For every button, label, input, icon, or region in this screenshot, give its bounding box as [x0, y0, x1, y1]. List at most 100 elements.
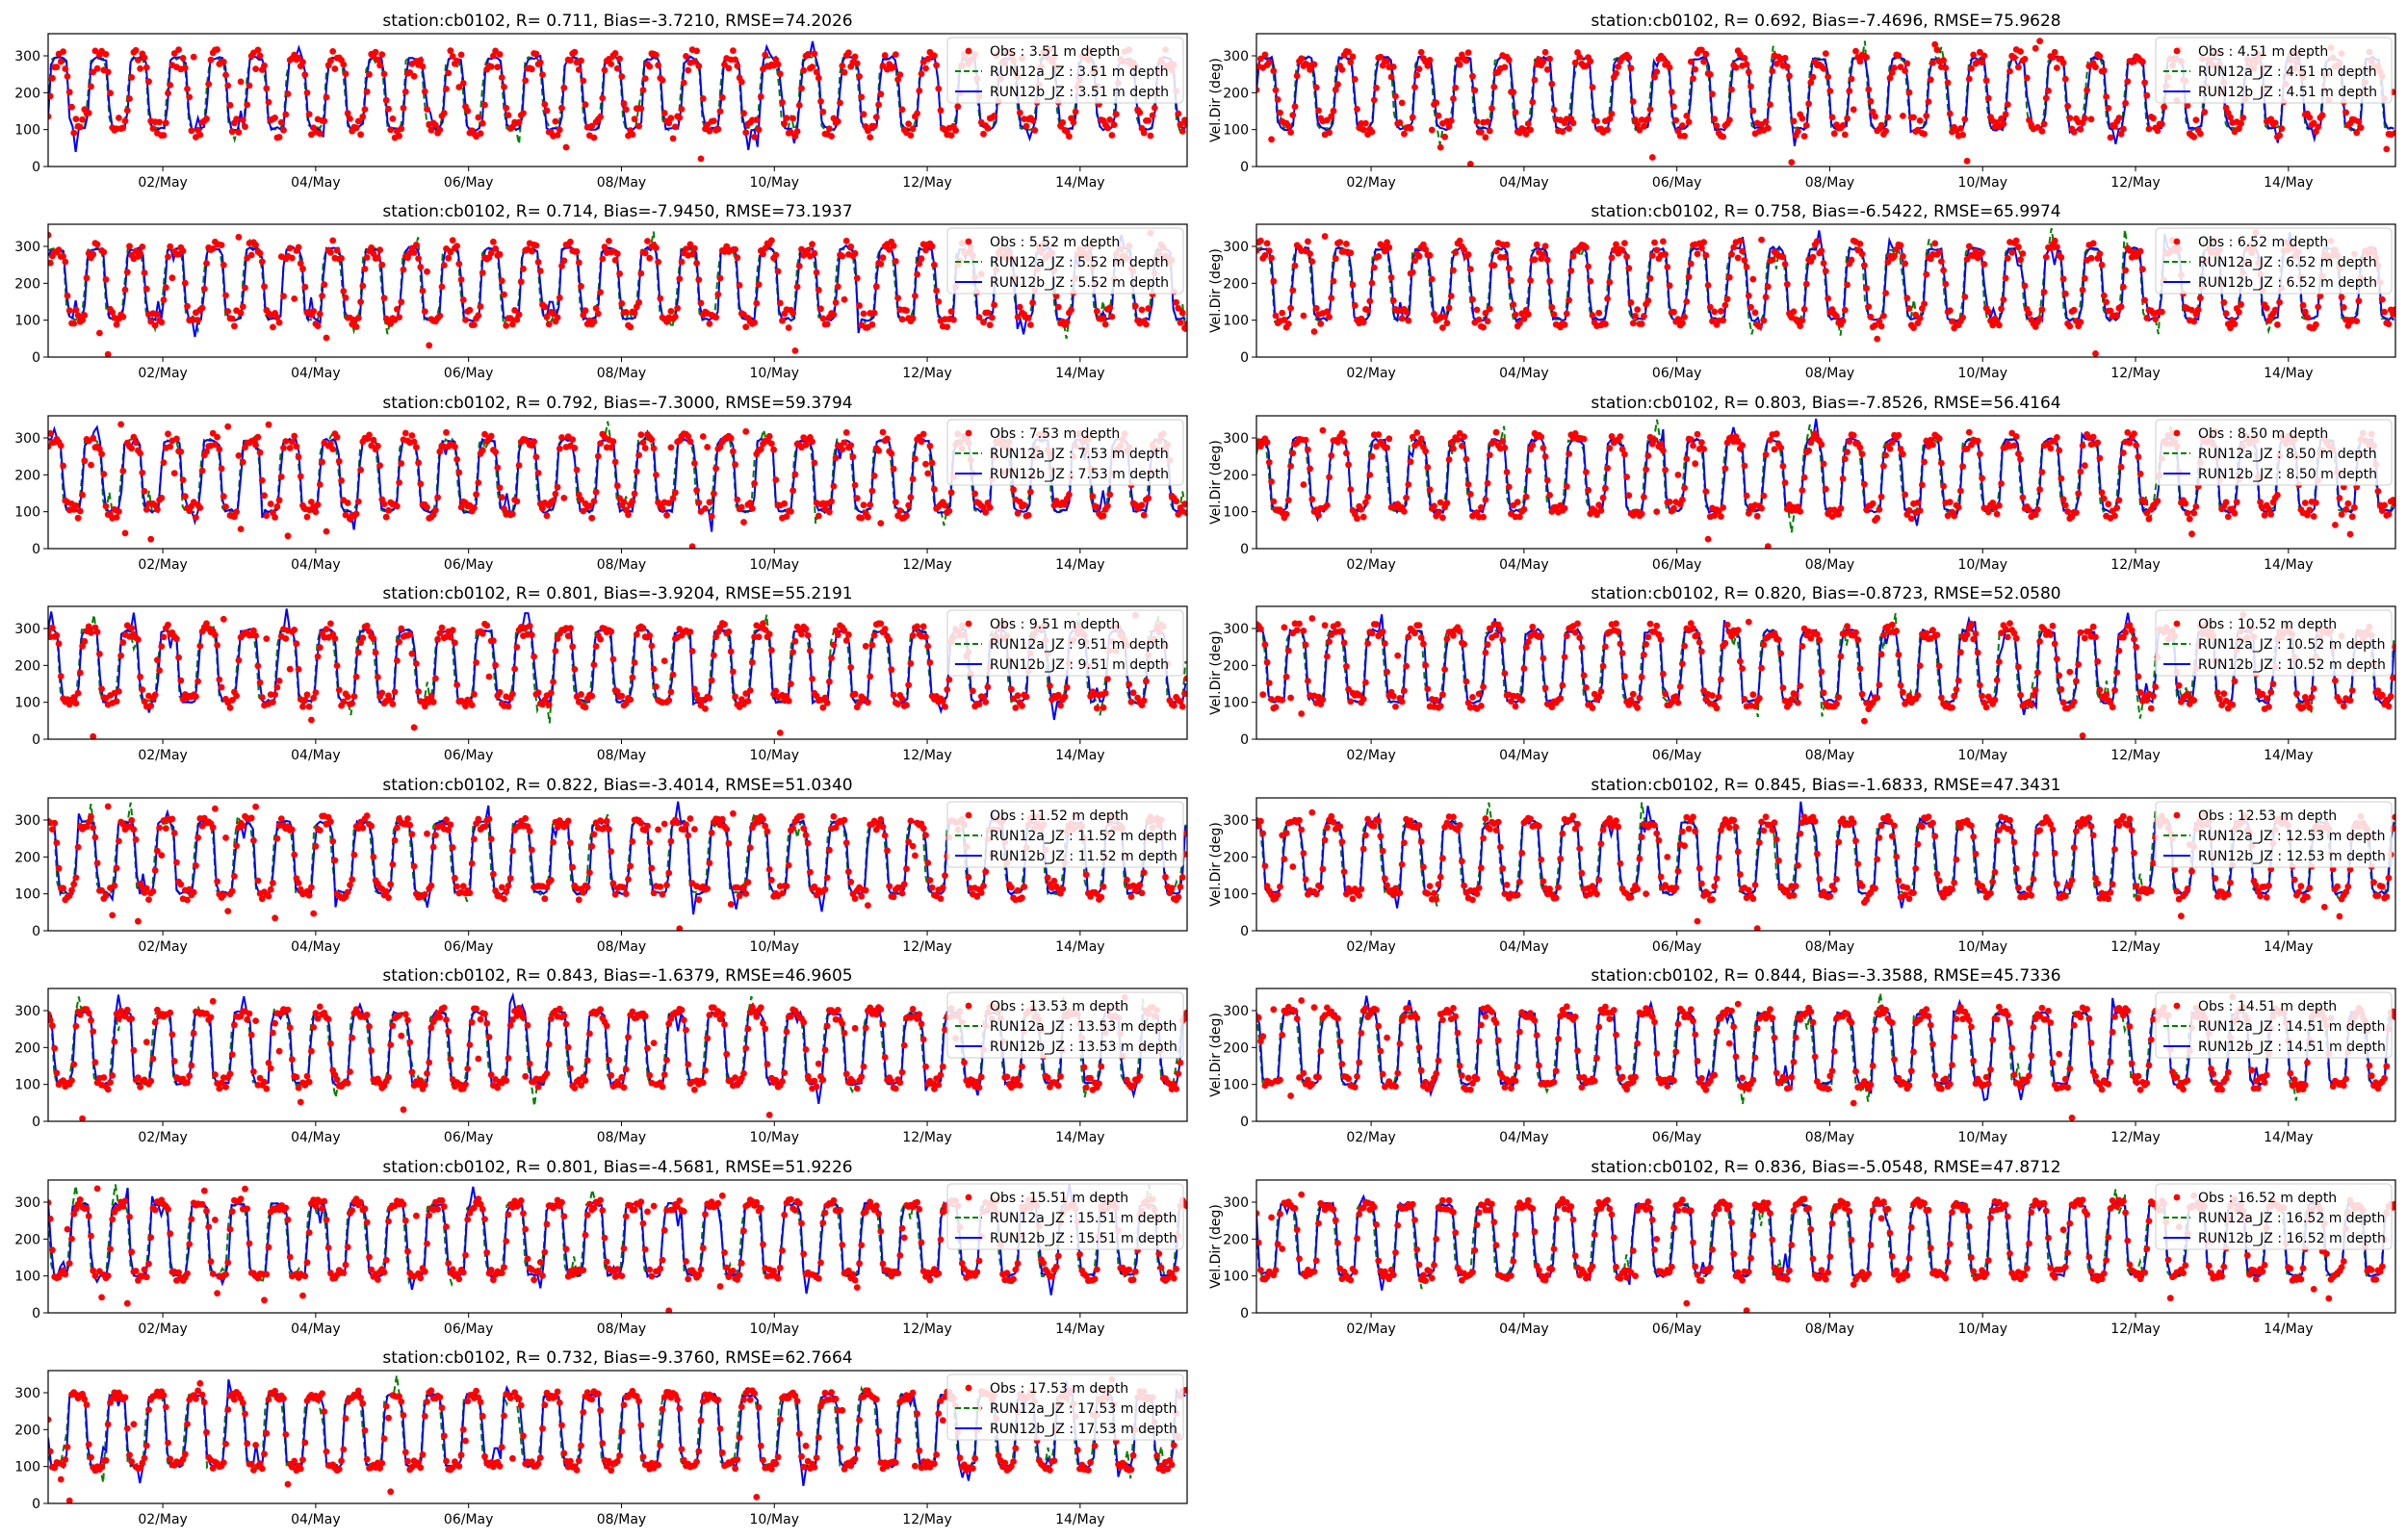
obs-point: [2103, 691, 2110, 698]
obs-point: [1261, 252, 1269, 259]
obs-point: [2061, 290, 2069, 297]
obs-point: [802, 832, 810, 839]
obs-point: [746, 844, 754, 851]
obs-point: [1484, 318, 1491, 325]
obs-point: [1758, 664, 1765, 672]
obs-point: [2038, 128, 2046, 135]
obs-point: [1443, 500, 1451, 507]
obs-point: [1466, 161, 1474, 167]
obs-point: [1809, 253, 1817, 261]
obs-point: [48, 429, 54, 437]
legend-entry: RUN12a_JZ : 8.50 m depth: [2198, 447, 2377, 462]
obs-point: [1505, 483, 1513, 491]
obs-point: [2213, 689, 2221, 697]
obs-point: [2034, 123, 2041, 131]
obs-point: [2056, 447, 2063, 454]
obs-point: [1315, 107, 1322, 115]
obs-point: [1138, 501, 1146, 509]
obs-point: [501, 895, 507, 903]
obs-point: [1443, 320, 1451, 327]
obs-point: [141, 270, 148, 276]
x-tick-label: 14/May: [1055, 557, 1104, 573]
x-tick-label: 06/May: [444, 175, 493, 191]
obs-point: [1826, 88, 1834, 94]
obs-point: [445, 826, 453, 834]
obs-point: [659, 890, 666, 898]
obs-point: [909, 315, 917, 322]
obs-point: [81, 457, 89, 465]
obs-point: [1743, 264, 1750, 270]
obs-point: [1698, 244, 1705, 252]
obs-point: [774, 61, 782, 68]
legend-entry: RUN12b_JZ : 3.51 m depth: [990, 85, 1169, 100]
obs-point: [207, 56, 215, 64]
obs-point: [1368, 452, 1376, 460]
obs-point: [1741, 696, 1748, 703]
obs-point: [776, 730, 784, 736]
obs-point: [1852, 47, 1859, 55]
obs-point: [1070, 118, 1077, 126]
obs-point: [319, 458, 325, 466]
obs-point: [2267, 116, 2275, 123]
obs-point: [676, 275, 684, 282]
obs-point: [1595, 501, 1603, 509]
obs-point: [637, 105, 645, 113]
obs-point: [1897, 681, 1904, 689]
obs-point: [413, 444, 420, 451]
obs-point: [663, 511, 670, 519]
obs-point: [543, 884, 551, 891]
obs-point: [1484, 479, 1491, 487]
x-tick-label: 02/May: [138, 748, 187, 763]
obs-point: [1641, 313, 1647, 320]
x-tick-label: 10/May: [750, 748, 799, 763]
obs-point: [1259, 691, 1267, 698]
obs-point: [928, 884, 936, 891]
obs-point: [931, 485, 938, 493]
obs-point: [1670, 103, 1677, 111]
obs-point: [881, 52, 889, 59]
obs-point: [1820, 260, 1827, 267]
x-tick-label: 12/May: [902, 939, 951, 955]
obs-point: [1583, 684, 1590, 691]
obs-point: [2010, 442, 2018, 449]
obs-point: [618, 299, 626, 307]
obs-point: [2120, 449, 2127, 456]
obs-point: [1469, 72, 1476, 80]
x-tick-label: 06/May: [1652, 748, 1701, 763]
obs-point: [1256, 87, 1260, 93]
obs-point: [1668, 89, 1675, 95]
y-tick-label: 200: [1223, 468, 1249, 483]
obs-point: [616, 270, 623, 277]
obs-point: [109, 309, 116, 316]
obs-point: [1954, 503, 1962, 511]
obs-point: [1324, 308, 1331, 316]
obs-point: [691, 58, 698, 65]
obs-point: [1426, 486, 1434, 494]
obs-point: [449, 53, 456, 60]
obs-point: [263, 85, 271, 92]
obs-point: [635, 298, 642, 306]
obs-point: [1846, 88, 1853, 94]
obs-point: [1858, 690, 1866, 698]
obs-point: [503, 322, 510, 329]
subplot-5_52: station:cb0102, R= 0.714, Bias=-7.9450, …: [14, 202, 1188, 381]
obs-point: [1431, 502, 1437, 510]
obs-point: [1615, 64, 1622, 70]
x-tick-label: 08/May: [1805, 175, 1854, 191]
obs-point: [742, 890, 750, 897]
obs-point: [2081, 115, 2088, 122]
obs-point: [716, 108, 724, 115]
obs-point: [1392, 92, 1399, 100]
legend-entry: Obs : 5.52 m depth: [990, 235, 1120, 250]
legend-box: [2155, 419, 2393, 486]
obs-point: [711, 652, 717, 659]
obs-point: [2066, 322, 2074, 330]
obs-point: [79, 491, 86, 499]
obs-point: [1891, 252, 1898, 260]
obs-point: [1126, 680, 1133, 688]
obs-point: [2017, 48, 2025, 55]
obs-point: [1529, 442, 1537, 449]
obs-point: [1405, 481, 1412, 488]
obs-point: [676, 925, 684, 931]
obs-point: [1713, 122, 1721, 129]
